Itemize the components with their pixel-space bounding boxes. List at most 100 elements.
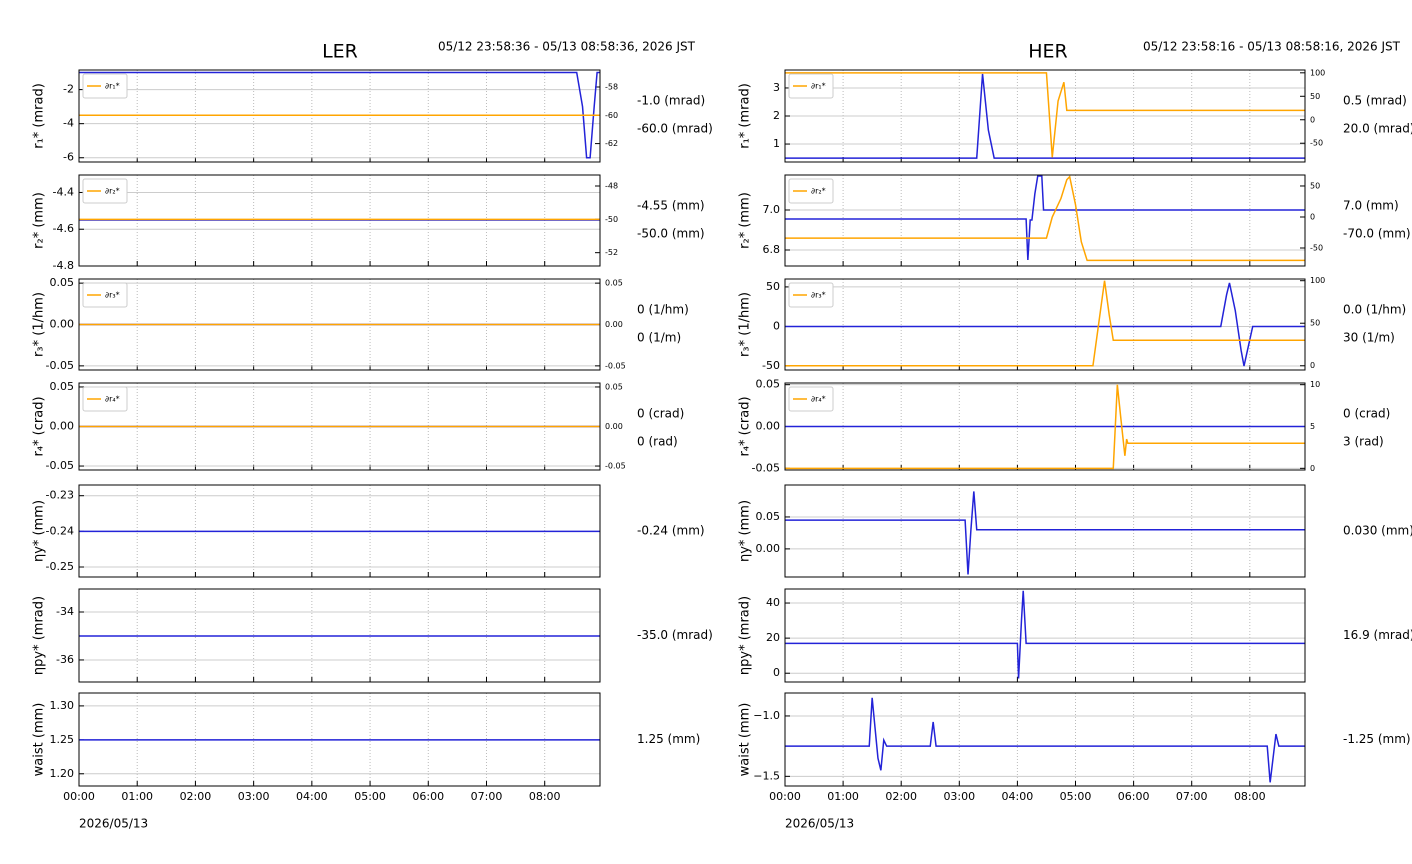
y-tick-label: -0.05 [46,459,74,472]
current-value-label: -0.24 (mm) [637,524,705,538]
x-tick-label: 01:00 [827,790,859,803]
column-title: HER [1028,41,1068,63]
current-value-label: 0.0 (1/hm) [1343,303,1406,317]
y2-tick-label: -0.05 [605,462,626,471]
y2-tick-label: -50 [605,215,618,224]
y2-tick-label: -62 [605,139,618,148]
plot-frame [78,382,601,471]
plot-frame [78,278,601,371]
y-axis-label: r₂* (mm) [32,192,47,249]
y2-tick-label: 0.00 [605,422,623,431]
y-axis-label: ηpy* (mrad) [32,596,47,675]
y-axis-label: r₃* (1/hm) [738,292,753,357]
current-value-label: -35.0 (mrad) [637,628,713,642]
legend-box [788,386,834,412]
y-axis-label: waist (mm) [32,703,47,777]
current-value-label: 0.030 (mm) [1343,524,1412,538]
y-axis-label: ηpy* (mrad) [738,596,753,675]
y-tick-label: −1.5 [753,769,780,782]
x-tick-label: 03:00 [238,790,270,803]
legend-label: ∂r₄* [811,395,826,404]
current-value-label: 0.5 (mrad) [1343,94,1407,108]
legend-box [788,282,834,308]
plot-frame [784,692,1306,787]
y2-tick-label: 0.05 [605,382,623,391]
series-line [785,590,1305,679]
y-tick-label: -0.05 [46,359,74,372]
plot-frame [784,484,1306,578]
current-value-label: 16.9 (mrad) [1343,628,1412,642]
y-axis-label: r₂* (mm) [738,192,753,249]
y-tick-label: 1.25 [50,733,75,746]
x-tick-label: 02:00 [885,790,917,803]
series-line [785,384,1305,470]
current-value-label: -50.0 (mm) [637,227,705,241]
plot-frame [78,174,601,267]
y-tick-label: −1.0 [753,709,780,722]
current-value-label: 7.0 (mm) [1343,199,1399,213]
y-tick-label: -4 [63,117,74,130]
y-axis-label: r₄* (crad) [738,396,753,456]
current-value-label: 0 (crad) [1343,407,1390,421]
y-tick-label: 50 [766,280,780,293]
y-tick-label: 40 [766,596,780,609]
y-tick-label: -2 [63,83,74,96]
time-range: 05/12 23:58:16 - 05/13 08:58:16, 2026 JS… [1143,40,1401,54]
y2-tick-label: -48 [605,182,618,191]
x-tick-label: 01:00 [121,790,153,803]
legend-label: ∂r₂* [811,187,826,196]
y-tick-label: 0.00 [50,420,75,433]
plot-frame [78,692,601,787]
y-tick-label: 0.00 [756,420,781,433]
legend-box [82,386,128,412]
current-value-label: -70.0 (mm) [1343,227,1411,241]
y-tick-label: -0.23 [46,489,74,502]
x-tick-label: 02:00 [180,790,212,803]
current-value-label: 1.25 (mm) [637,732,700,746]
y-tick-label: -6 [63,151,74,164]
y-axis-label: r₁* (mrad) [738,83,753,149]
x-tick-label: 06:00 [412,790,444,803]
y-tick-label: 0.05 [756,378,781,391]
series-line [785,491,1305,575]
y-tick-label: 0 [773,666,780,679]
y-tick-label: -4.6 [53,222,74,235]
plot-frame [784,588,1306,683]
plot-frame [78,588,601,683]
current-value-label: 0 (crad) [637,407,684,421]
y-tick-label: -36 [56,653,74,666]
y2-tick-label: 0.00 [605,320,623,329]
y2-tick-label: 0.05 [605,279,623,288]
current-value-label: -4.55 (mm) [637,199,705,213]
y2-tick-label: -50 [1310,139,1323,148]
y-tick-label: -4.8 [53,259,74,272]
current-value-label: 20.0 (mrad) [1343,122,1412,136]
legend-box [82,282,128,308]
legend-label: ∂r₃* [811,291,826,300]
x-tick-label: 04:00 [296,790,328,803]
series-line [785,175,1305,262]
x-tick-label: 05:00 [354,790,386,803]
y2-tick-label: -58 [605,82,618,91]
series-line [785,697,1305,783]
series-line [785,175,1305,261]
y2-tick-label: 50 [1310,181,1320,190]
y-tick-label: -0.05 [752,461,780,474]
y-axis-label: r₃* (1/hm) [32,292,47,357]
current-value-label: 0 (1/m) [637,331,681,345]
x-tick-label: 08:00 [529,790,561,803]
y2-tick-label: 10 [1310,380,1320,389]
y-tick-label: 0.05 [50,276,75,289]
legend-box [788,73,834,99]
y-tick-label: 1.20 [50,767,75,780]
current-value-label: 30 (1/m) [1343,331,1395,345]
x-tick-label: 07:00 [471,790,503,803]
x-tick-label: 06:00 [1118,790,1150,803]
current-value-label: 3 (rad) [1343,435,1384,449]
y-axis-label: r₄* (crad) [32,396,47,456]
y-tick-label: 2 [773,109,780,122]
plot-frame [784,174,1306,267]
y-tick-label: -34 [56,605,74,618]
plot-frame [78,69,601,163]
